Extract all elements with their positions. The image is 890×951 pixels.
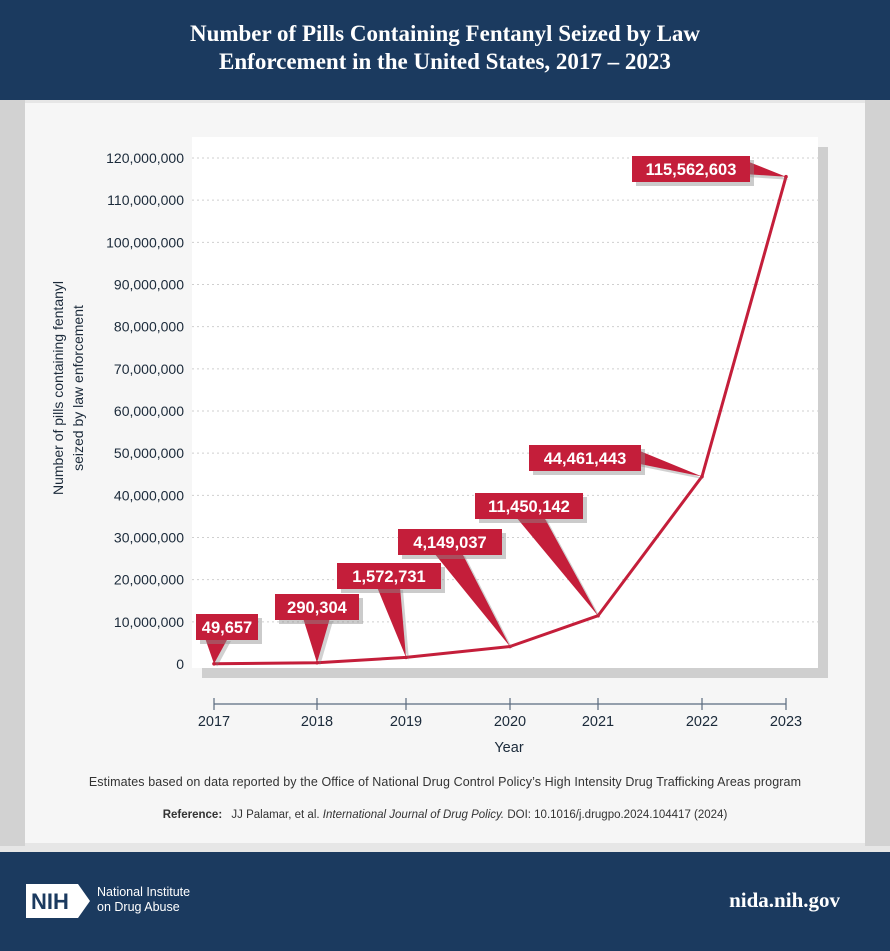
reference-doi: DOI: 10.1016/j.drugpo.2024.104417 (2024) [507,809,728,821]
y-tick-label: 110,000,000 [107,192,184,208]
y-tick-label: 90,000,000 [114,277,184,293]
callout-pointer [516,517,598,616]
callout-box [337,563,441,589]
y-tick-label: 30,000,000 [114,530,184,546]
data-label: 49,657 [202,619,252,637]
reference-line: Reference: JJ Palamar, et al. Internatio… [0,809,890,821]
y-tick-label: 40,000,000 [114,487,184,503]
data-label: 11,450,142 [488,498,570,516]
y-tick-label: 80,000,000 [114,319,184,335]
data-label: 290,304 [287,599,347,617]
org-name: National Institute on Drug Abuse [97,885,191,914]
x-axis-label: Year [494,740,523,756]
callout-pointer [303,618,330,663]
data-label: 44,461,443 [544,450,627,468]
callout-pointer [744,160,786,177]
nih-logo-text: NIH [31,889,69,914]
y-tick-label: 0 [176,656,184,672]
x-tick-label: 2022 [686,714,718,730]
data-label: 4,149,037 [413,534,486,552]
callout-pointer [205,638,228,664]
data-source-note: Estimates based on data reported by the … [88,775,802,789]
y-tick-label: 50,000,000 [114,445,184,461]
y-axis-label: Number of pills containing fentanyl [50,281,66,495]
x-tick-label: 2017 [198,714,230,730]
y-tick-label: 120,000,000 [106,150,184,166]
x-tick-label: 2021 [582,714,614,730]
callout-pointer [635,449,702,477]
data-label: 1,572,731 [352,568,425,586]
panel-bevel-right [865,100,890,846]
y-tick-label: 60,000,000 [114,403,184,419]
y-tick-label: 100,000,000 [106,234,184,250]
chart-title: Number of Pills Containing Fentanyl Seiz… [189,21,701,74]
callout-pointer [434,553,510,647]
callout-box [632,156,750,182]
callout-box [398,529,502,555]
callout-box [196,614,258,640]
x-tick-label: 2019 [390,714,422,730]
reference-label: Reference: [162,809,223,821]
data-point [700,474,704,479]
callout-box [275,594,359,620]
line-chart: 0 10,000,000 20,000,000 30,000,000 40,000,00… [50,147,828,756]
reference-authors: JJ Palamar, et al. [231,809,320,821]
x-tick-label: 2018 [301,714,333,730]
header-banner: Number of Pills Containing Fentanyl Seiz… [0,0,890,100]
panel-bevel-left [0,100,25,846]
x-tick-label: 2020 [494,714,526,730]
y-tick-label: 70,000,000 [114,361,184,377]
y-tick-label: 10,000,000 [114,614,184,630]
data-label: 115,562,603 [646,161,737,179]
site-link[interactable]: nida.nih.gov [729,888,840,912]
callout-box [475,493,583,519]
callout-pointer [377,587,406,658]
nih-logo-icon: NIH [26,884,90,918]
x-tick-label: 2023 [770,714,802,730]
reference-journal: International Journal of Drug Policy. [322,809,505,821]
footer-banner: NIH National Institute on Drug Abuse nid… [0,852,890,951]
y-tick-label: 20,000,000 [114,572,184,588]
y-axis-label: seized by law enforcement [70,305,86,471]
callout-box [529,445,641,471]
